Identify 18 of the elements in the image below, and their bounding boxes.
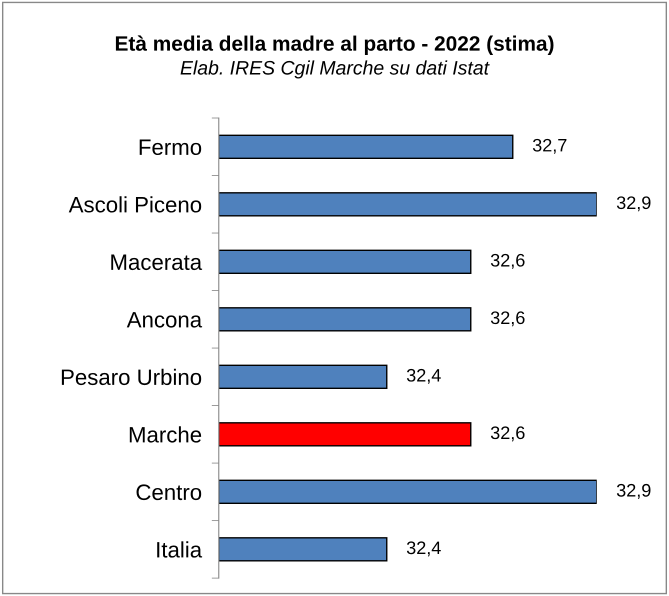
y-tick-label: Fermo (140, 140, 202, 156)
data-label: 32,6 (490, 426, 525, 442)
data-label: 32,7 (532, 138, 566, 154)
y-tick-label: Macerata (111, 254, 202, 270)
y-tick-label: Ascoli Piceno (68, 196, 202, 213)
data-label: 32,9 (616, 196, 650, 212)
chart-subtitle: Elab. IRES Cgil Marche su dati Istat (180, 60, 490, 79)
y-tick-label: Ancona (126, 312, 202, 328)
y-tick-label: Centro (136, 484, 202, 500)
y-tick-label: Italia (157, 541, 202, 558)
data-label: 32,4 (406, 368, 441, 384)
data-label: 32,6 (490, 311, 525, 326)
chart-title: Età media della madre al parto - 2022 (stima) (116, 35, 554, 55)
data-label: 32,9 (616, 484, 650, 499)
y-tick-label: Pesaro Urbino (62, 368, 202, 386)
y-tick-label: Marche (130, 426, 202, 443)
data-label: 32,6 (490, 254, 525, 269)
data-label: 32,4 (406, 541, 441, 556)
